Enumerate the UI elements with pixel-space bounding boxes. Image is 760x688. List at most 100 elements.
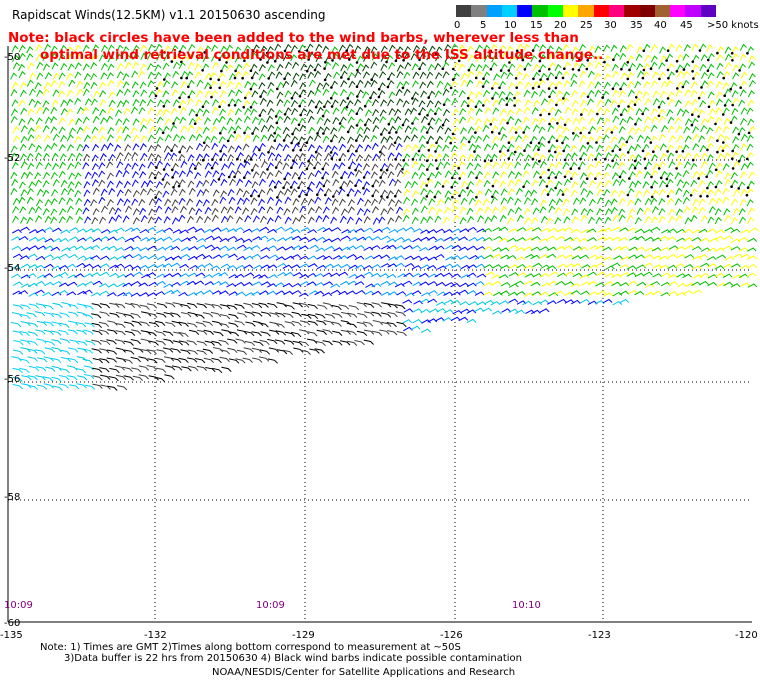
wind-barb xyxy=(548,81,556,89)
wind-barb xyxy=(451,198,459,207)
wind-barb xyxy=(106,172,114,180)
contamination-dot xyxy=(577,68,581,72)
wind-barb xyxy=(338,198,346,206)
wind-barb xyxy=(83,304,94,310)
wind-barb xyxy=(115,53,123,62)
wind-barb xyxy=(58,80,66,89)
wind-barb xyxy=(555,151,563,159)
wind-barb xyxy=(108,187,116,196)
wind-barb xyxy=(211,207,219,216)
wind-barb xyxy=(211,160,219,169)
wind-barb xyxy=(37,237,47,242)
wind-barb xyxy=(644,215,652,224)
wind-barb xyxy=(516,152,524,160)
wind-barb xyxy=(618,99,626,107)
wind-barb xyxy=(314,88,322,96)
contamination-dot xyxy=(531,157,535,161)
wind-barb xyxy=(458,236,468,241)
wind-barb xyxy=(52,133,60,141)
wind-barb xyxy=(676,291,686,297)
wind-barb xyxy=(643,207,651,215)
wind-barb xyxy=(661,272,671,277)
wind-barb xyxy=(674,117,682,125)
wind-barb xyxy=(154,170,162,179)
wind-barb xyxy=(219,99,227,107)
contamination-dot xyxy=(489,123,493,126)
lon-label: -135 xyxy=(0,630,23,641)
wind-barb xyxy=(179,99,187,108)
wind-barb xyxy=(53,273,63,279)
wind-barb xyxy=(52,302,63,308)
contamination-dot xyxy=(729,121,733,124)
scale-label: >50 knots xyxy=(707,20,759,31)
wind-barb xyxy=(332,163,339,171)
wind-barb xyxy=(332,116,340,125)
contamination-dot xyxy=(675,167,678,170)
wind-barb xyxy=(530,309,541,315)
wind-barb xyxy=(82,88,90,96)
wind-barb xyxy=(82,162,90,170)
contamination-dot xyxy=(474,76,478,80)
wind-barb xyxy=(243,255,254,260)
wind-barb xyxy=(292,143,300,151)
wind-barb xyxy=(707,63,715,71)
wind-barb xyxy=(115,303,126,309)
wind-barb xyxy=(580,99,588,108)
wind-barb xyxy=(371,98,379,107)
wind-barb xyxy=(746,247,757,252)
wind-barb xyxy=(580,298,590,304)
wind-barb xyxy=(267,264,278,269)
contamination-dot xyxy=(745,157,749,161)
wind-barb xyxy=(140,124,147,132)
wind-barb xyxy=(98,170,106,178)
contamination-dot xyxy=(323,78,327,82)
wind-barb xyxy=(563,61,571,69)
wind-barb xyxy=(714,265,725,270)
wind-barb xyxy=(588,198,596,206)
wind-barb xyxy=(316,236,327,242)
wind-barb xyxy=(202,54,210,63)
contamination-dot xyxy=(634,96,638,99)
wind-barb xyxy=(186,340,197,346)
wind-barb xyxy=(499,108,507,117)
wind-barb xyxy=(116,311,127,318)
wind-barb xyxy=(611,172,619,180)
wind-barb xyxy=(650,61,658,69)
wind-barb xyxy=(58,170,66,179)
wind-barb xyxy=(226,64,234,72)
wind-barb xyxy=(283,208,291,216)
contamination-dot xyxy=(299,148,303,152)
wind-barb xyxy=(586,228,597,233)
wind-barb xyxy=(450,152,458,160)
wind-barb xyxy=(412,190,420,198)
wind-barb xyxy=(730,82,738,90)
contamination-dot xyxy=(633,166,637,170)
contamination-dot xyxy=(539,78,542,82)
wind-barb xyxy=(372,217,380,225)
wind-barb xyxy=(324,152,332,161)
wind-barb xyxy=(555,80,563,89)
wind-barb xyxy=(83,180,91,189)
wind-barb xyxy=(212,290,222,295)
wind-barb xyxy=(74,172,82,180)
wind-barb xyxy=(180,349,191,355)
wind-barb xyxy=(154,64,162,72)
wind-barb xyxy=(602,134,610,142)
wind-barb xyxy=(250,63,258,72)
contamination-dot xyxy=(210,166,214,170)
wind-barb xyxy=(203,357,215,364)
wind-barb xyxy=(636,281,647,287)
wind-barb xyxy=(668,281,679,286)
wind-barb xyxy=(443,161,451,169)
wind-barb xyxy=(458,44,466,52)
wind-barb xyxy=(218,272,229,277)
wind-barb xyxy=(138,70,146,78)
wind-barb xyxy=(668,208,676,216)
wind-barb xyxy=(483,143,491,151)
wind-barb xyxy=(114,365,125,371)
wind-barb xyxy=(275,226,285,232)
wind-barb xyxy=(212,170,220,178)
wind-barb xyxy=(579,144,587,152)
wind-barb xyxy=(42,180,50,188)
wind-barb xyxy=(76,262,86,268)
